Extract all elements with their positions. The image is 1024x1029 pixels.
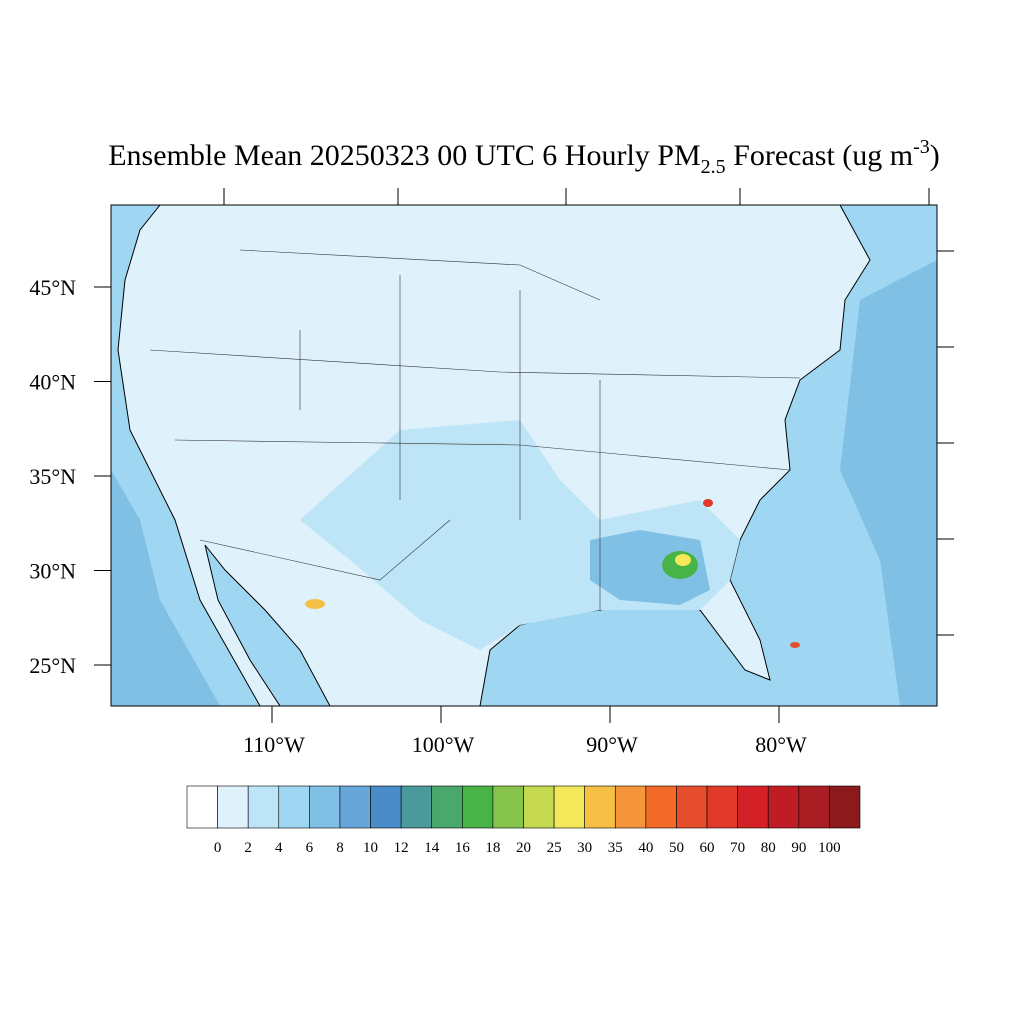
colorbar-label: 16 xyxy=(455,840,471,856)
lon-label: 80°W xyxy=(755,732,807,757)
field-high xyxy=(590,530,710,605)
color-box xyxy=(523,785,555,829)
lat-label: 25°N xyxy=(29,653,76,678)
title-superscript: -3 xyxy=(913,136,930,158)
blob-yellow xyxy=(675,554,691,566)
colorbar-label: 100 xyxy=(818,840,841,856)
colorbar-label: 90 xyxy=(791,840,806,856)
color-box xyxy=(492,785,524,829)
title-main: Ensemble Mean 20250323 00 UTC 6 Hourly P… xyxy=(108,139,700,172)
color-box xyxy=(462,785,494,829)
colorbar-label: 2 xyxy=(244,840,252,856)
color-box xyxy=(829,785,861,829)
axes: 45°N 40°N 35°N 30°N 25°N 110°W 100°W 90°W 80°W xyxy=(29,275,807,757)
colorbar-label: 20 xyxy=(516,840,531,856)
atlantic-band xyxy=(840,260,937,706)
title-subscript: 2.5 xyxy=(701,156,726,178)
title-after: Forecast (ug m xyxy=(726,139,913,172)
borders xyxy=(149,249,801,610)
color-box xyxy=(278,785,310,829)
color-box xyxy=(400,785,433,829)
color-box xyxy=(676,785,708,829)
frame-ticks xyxy=(223,188,954,636)
color-box xyxy=(645,785,677,829)
lat-label: 40°N xyxy=(29,370,76,395)
color-box xyxy=(767,785,800,829)
lon-label: 100°W xyxy=(412,732,475,757)
blob-orange xyxy=(305,599,325,609)
color-box xyxy=(431,785,463,829)
colorbar-label: 4 xyxy=(275,840,283,856)
colorbar-label: 70 xyxy=(730,840,745,856)
colorbar-label: 40 xyxy=(638,840,653,856)
lon-label: 110°W xyxy=(243,732,305,757)
color-box xyxy=(370,785,402,829)
colorbar-label: 25 xyxy=(547,840,562,856)
color-box xyxy=(309,785,341,829)
colorbar-label: 6 xyxy=(306,840,314,856)
colorbar-label: 60 xyxy=(700,840,715,856)
colorbar-label: 50 xyxy=(669,840,684,856)
lon-label: 90°W xyxy=(586,732,638,757)
color-box xyxy=(614,785,647,829)
lat-label: 35°N xyxy=(29,464,76,489)
colorbar-label: 30 xyxy=(577,840,592,856)
colorbar: 0 2 4 6 8 10 12 14 16 18 20 25 30 35 40 50 60 70 80 90 100 xyxy=(186,785,861,856)
colorbar-label: 10 xyxy=(363,840,378,856)
title: Ensemble Mean 20250323 00 UTC 6 Hourly P… xyxy=(108,136,940,178)
map xyxy=(111,205,937,706)
colorbar-label: 18 xyxy=(485,840,500,856)
color-box xyxy=(339,785,371,829)
map-frame xyxy=(110,204,938,707)
colorbar-label: 0 xyxy=(214,840,222,856)
color-box xyxy=(553,785,585,829)
colorbar-label: 35 xyxy=(608,840,623,856)
color-box xyxy=(584,785,616,829)
color-box xyxy=(737,785,769,829)
pacific-deep xyxy=(111,205,220,706)
lat-label: 45°N xyxy=(29,275,76,300)
color-box xyxy=(186,785,218,829)
color-box xyxy=(706,785,738,829)
blob-red2 xyxy=(790,642,800,648)
colorbar-label: 14 xyxy=(424,840,440,856)
blob-red xyxy=(703,499,713,507)
lat-label: 30°N xyxy=(29,559,76,584)
color-box xyxy=(217,785,249,829)
colorbar-label: 8 xyxy=(336,840,344,856)
title-close: ) xyxy=(930,139,940,172)
colorbar-label: 12 xyxy=(394,840,409,856)
color-box xyxy=(798,785,830,829)
color-box xyxy=(247,785,280,829)
colorbar-label: 80 xyxy=(761,840,776,856)
